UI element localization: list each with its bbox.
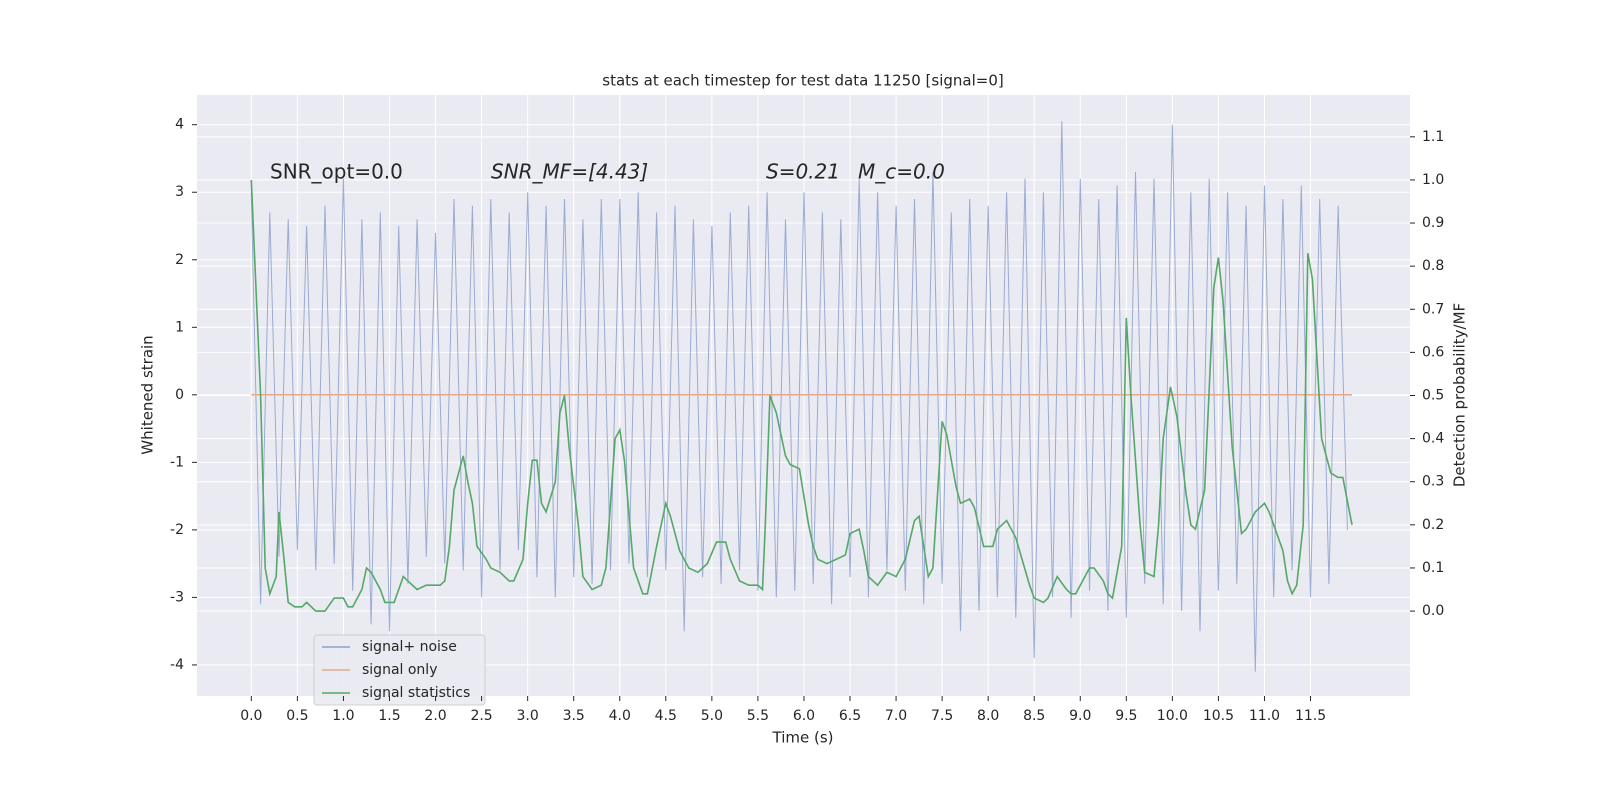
annotation: SNR_opt=0.0 xyxy=(270,160,403,184)
legend-label: signal+ noise xyxy=(362,639,457,655)
x-tick-label: 1.5 xyxy=(378,708,400,724)
marks xyxy=(250,121,1353,672)
y2-axis-label: Detection probability/MF xyxy=(1451,303,1469,487)
y2-tick-label: 1.1 xyxy=(1422,129,1444,145)
x-tick-label: 8.5 xyxy=(1023,708,1045,724)
annotation: SNR_MF=[4.43] xyxy=(491,160,648,184)
x-tick-label: 7.5 xyxy=(931,708,953,724)
legend-label: signal only xyxy=(362,662,437,678)
legend: signal+ noise signal only signal statistic… xyxy=(313,634,486,706)
chart-title: stats at each timestep for test data 112… xyxy=(602,72,1003,90)
x-tick-label: 9.5 xyxy=(1115,708,1137,724)
annotation: M_c=0.0 xyxy=(858,160,945,184)
series-line xyxy=(250,179,1353,612)
x-tick-label: 2.5 xyxy=(470,708,492,724)
x-tick-label: 0.5 xyxy=(286,708,308,724)
legend-box xyxy=(313,634,486,706)
y2-tick-label: 0.1 xyxy=(1422,560,1444,576)
y2-tick-label: 0.5 xyxy=(1422,388,1444,404)
y2-tick-label: 1.0 xyxy=(1422,172,1444,188)
x-tick-label: 7.0 xyxy=(885,708,907,724)
y-tick-label: 4 xyxy=(175,117,184,133)
x-tick-label: 4.5 xyxy=(655,708,677,724)
y2-tick-label: 0.9 xyxy=(1422,215,1444,231)
y-tick-label: -3 xyxy=(170,589,184,605)
legend-label: signal statistics xyxy=(362,685,470,701)
series-line xyxy=(250,121,1348,672)
x-tick-label: 6.5 xyxy=(839,708,861,724)
y-tick-label: 2 xyxy=(175,252,184,268)
x-tick-label: 0.0 xyxy=(240,708,262,724)
x-tick-label: 11.5 xyxy=(1295,708,1326,724)
y2-tick-label: 0.2 xyxy=(1422,517,1444,533)
x-tick-label: 11.0 xyxy=(1249,708,1280,724)
y2-tick-label: 0.6 xyxy=(1422,344,1444,360)
x-tick-label: 9.0 xyxy=(1069,708,1091,724)
x-tick-label: 10.5 xyxy=(1203,708,1234,724)
y2-tick-label: 0.0 xyxy=(1422,603,1444,619)
x-tick-label: 2.0 xyxy=(424,708,446,724)
y2-tick-label: 0.8 xyxy=(1422,258,1444,274)
x-tick-label: 5.5 xyxy=(747,708,769,724)
y-tick-label: -1 xyxy=(170,454,184,470)
y-tick-label: 0 xyxy=(175,387,184,403)
x-tick-label: 1.0 xyxy=(332,708,354,724)
annotation: S=0.21 xyxy=(766,160,840,184)
y2-tick-label: 0.7 xyxy=(1422,301,1444,317)
y-tick-label: -4 xyxy=(170,657,184,673)
x-axis-label: Time (s) xyxy=(772,729,834,747)
x-tick-label: 5.0 xyxy=(701,708,723,724)
y-axis-label: Whitened strain xyxy=(139,335,157,454)
x-tick-label: 10.0 xyxy=(1157,708,1188,724)
x-tick-label: 3.5 xyxy=(563,708,585,724)
y-tick-label: 1 xyxy=(175,319,184,335)
x-tick-label: 6.0 xyxy=(793,708,815,724)
x-tick-label: 8.0 xyxy=(977,708,999,724)
x-tick-label: 4.0 xyxy=(609,708,631,724)
y2-tick-label: 0.4 xyxy=(1422,431,1444,447)
y2-tick-label: 0.3 xyxy=(1422,474,1444,490)
x-tick-label: 3.0 xyxy=(517,708,539,724)
y-tick-label: 3 xyxy=(175,184,184,200)
y-tick-label: -2 xyxy=(170,522,184,538)
